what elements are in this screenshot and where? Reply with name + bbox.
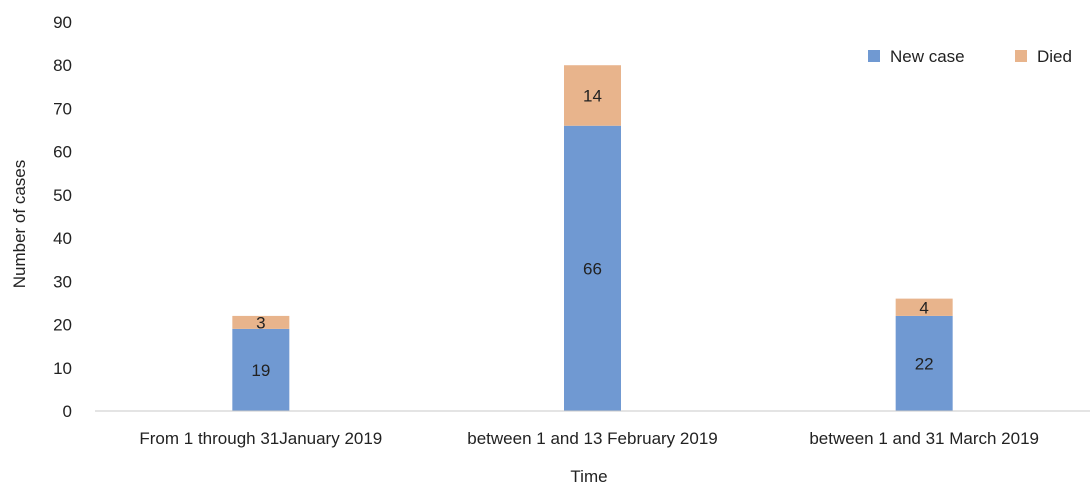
bar-died-3	[895, 298, 953, 316]
bar-died-2	[564, 65, 621, 126]
y-tick-label: 60	[53, 143, 72, 162]
data-label-died-2: 14	[583, 86, 602, 105]
data-label-died-1: 3	[256, 313, 265, 332]
data-label-died-3: 4	[919, 298, 928, 317]
data-label-new-case-1: 19	[251, 361, 270, 380]
data-label-new-case-2: 66	[583, 259, 602, 278]
legend-swatch-new-case	[868, 50, 880, 62]
y-tick-label: 80	[53, 56, 72, 75]
bars	[232, 65, 953, 411]
bar-new-case-3	[895, 315, 953, 411]
legend: New case Died	[868, 47, 1072, 66]
bar-new-case-2	[564, 125, 621, 411]
legend-label-new-case: New case	[890, 47, 965, 66]
bar-died-1	[232, 315, 290, 329]
bar-new-case-1	[232, 328, 290, 411]
x-axis-title: Time	[570, 467, 607, 486]
y-tick-label: 40	[53, 229, 72, 248]
y-tick-label: 10	[53, 359, 72, 378]
y-tick-label: 50	[53, 186, 72, 205]
legend-swatch-died	[1015, 50, 1027, 62]
y-tick-label: 20	[53, 316, 72, 335]
y-tick-label: 0	[63, 402, 72, 421]
x-axis-ticks: From 1 through 31January 2019 between 1 a…	[139, 429, 1039, 448]
x-tick-label: between 1 and 13 February 2019	[467, 429, 717, 448]
y-tick-label: 70	[53, 99, 72, 118]
x-tick-label: between 1 and 31 March 2019	[809, 429, 1039, 448]
y-axis-ticks: 0 10 20 30 40 50 60 70 80 90	[53, 13, 72, 421]
legend-label-died: Died	[1037, 47, 1072, 66]
y-tick-label: 30	[53, 272, 72, 291]
data-labels: 19 3 66 14 22 4	[251, 86, 933, 379]
data-label-new-case-3: 22	[915, 354, 934, 373]
y-axis-title: Number of cases	[10, 160, 29, 289]
y-tick-label: 90	[53, 13, 72, 32]
x-tick-label: From 1 through 31January 2019	[139, 429, 382, 448]
